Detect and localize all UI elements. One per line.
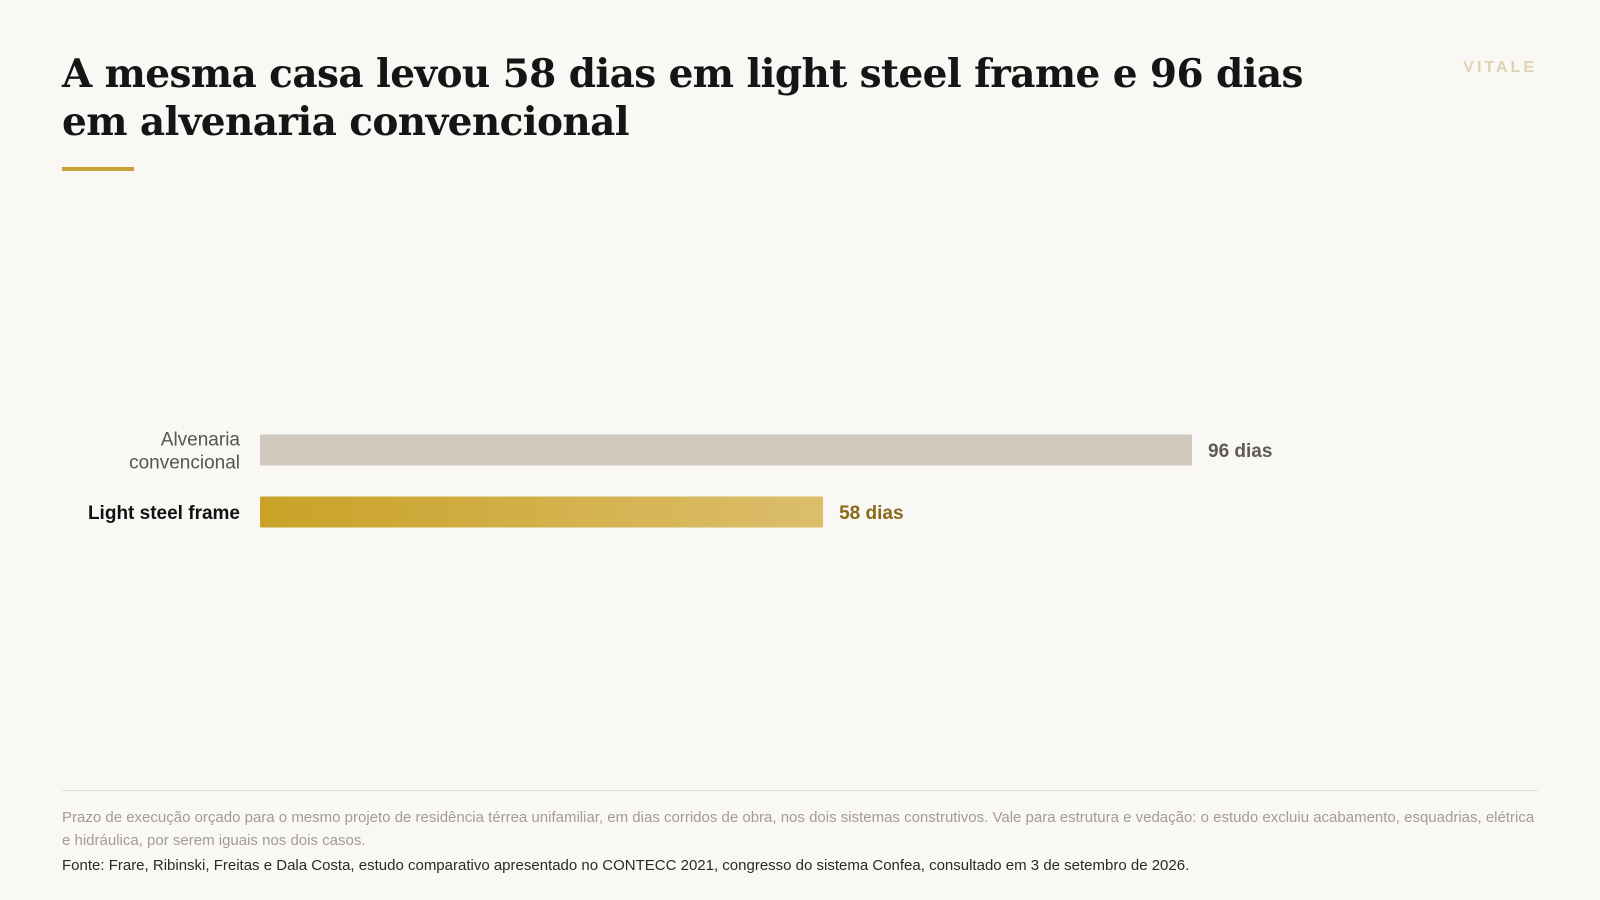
- bar-light-steel-frame: [260, 496, 824, 528]
- brand-logo: VITALE: [1463, 59, 1537, 76]
- bar-alvenaria-convencional: [260, 434, 1192, 466]
- category-label-line: Light steel frame: [88, 503, 240, 524]
- category-label: Alvenaria convencional: [129, 430, 240, 474]
- chart-note: Prazo de execução orçado para o mesmo pr…: [62, 809, 1535, 849]
- bar-value-label: 96 dias: [1208, 441, 1272, 462]
- chart-title: A mesma casa levou 58 dias em light stee…: [62, 51, 1303, 145]
- chart-source: Fonte: Frare, Ribinski, Freitas e Dala C…: [62, 857, 1190, 874]
- category-label-line: convencional: [129, 453, 240, 474]
- bar-chart: 96 dias Alvenaria convencional 58 dias Light…: [88, 430, 1272, 528]
- bar-value-label: 58 dias: [839, 503, 903, 524]
- title-accent-rule: [62, 167, 134, 171]
- category-label-line: Alvenaria: [161, 430, 241, 451]
- footer-divider: [62, 790, 1538, 791]
- category-label: Light steel frame: [88, 503, 240, 524]
